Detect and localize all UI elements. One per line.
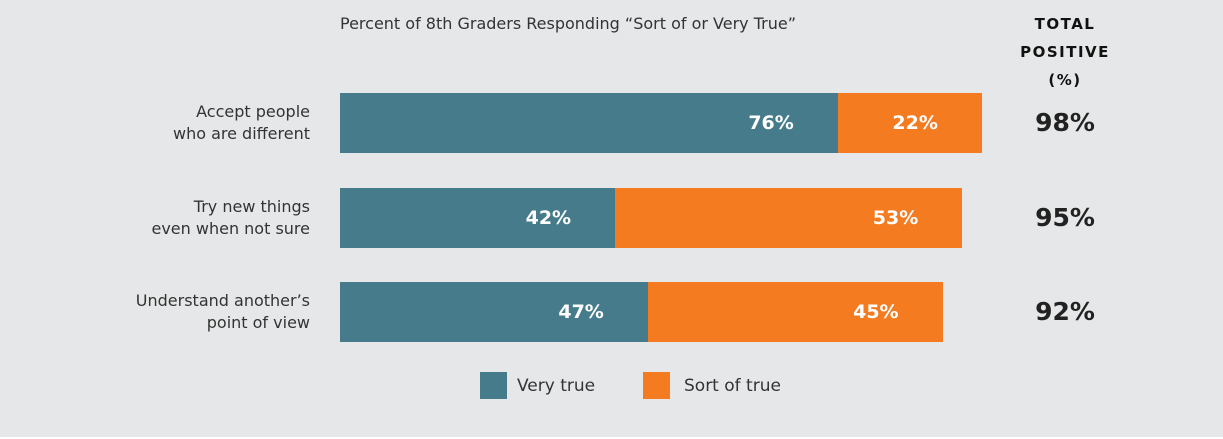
legend-swatch	[480, 372, 507, 399]
legend-swatch	[643, 372, 670, 399]
bar-segment	[340, 93, 838, 153]
category-label: Accept people who are different	[172, 102, 310, 143]
bar-segment	[647, 282, 943, 342]
bar-segment	[615, 188, 963, 248]
chart-title: Percent of 8th Graders Responding “Sort …	[340, 14, 796, 33]
category-label: Understand another’s point of view	[135, 291, 310, 332]
category-label: Try new things even when not sure	[151, 197, 310, 238]
data-label: 53%	[872, 207, 919, 229]
total-label: 92%	[1035, 297, 1095, 326]
bar-segment	[340, 282, 648, 342]
legend-label: Very true	[517, 376, 596, 396]
data-label: 76%	[748, 112, 794, 134]
data-label: 22%	[892, 112, 938, 134]
bar-segment	[837, 93, 982, 153]
data-label: 42%	[525, 207, 572, 229]
totals-header: TOTAL POSITIVE (%)	[1020, 15, 1110, 89]
legend-label: Sort of true	[684, 376, 781, 396]
data-label: 45%	[853, 301, 899, 323]
bar-segment	[340, 188, 616, 248]
total-label: 98%	[1035, 108, 1095, 137]
data-label: 47%	[558, 301, 604, 323]
total-label: 95%	[1035, 203, 1095, 232]
